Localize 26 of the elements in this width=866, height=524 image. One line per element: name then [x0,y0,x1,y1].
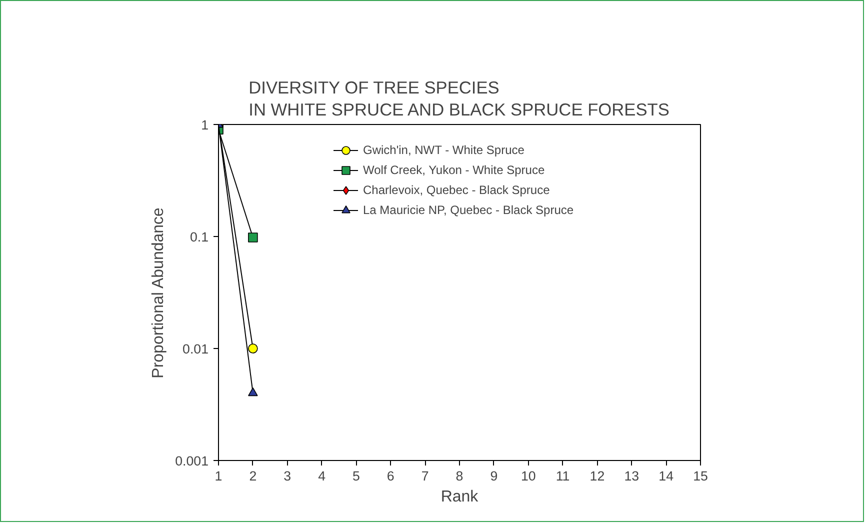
legend-label: La Mauricie NP, Quebec - Black Spruce [363,203,574,217]
x-tick-label: 10 [520,468,536,484]
x-tick-label: 1 [214,468,222,484]
legend-label: Wolf Creek, Yukon - White Spruce [363,163,545,177]
x-tick-label: 2 [249,468,257,484]
x-tick-label: 3 [284,468,292,484]
y-tick-label: 0.01 [182,342,209,356]
y-axis-title: Proportional Abundance [150,207,168,378]
y-tick-label: 1 [201,118,209,132]
x-tick-label: 12 [590,468,605,484]
x-tick-label: 8 [456,468,464,484]
x-tick-label: 13 [624,468,640,484]
y-tick-label: 0.1 [190,230,209,244]
x-tick-label: 7 [421,468,429,484]
x-tick-label: 6 [386,468,394,484]
chart-title: DIVERSITY OF TREE SPECIES IN WHITE SPRUCE AND BLACK SPRUCE FORESTS [248,78,670,120]
legend-label: Gwich'in, NWT - White Spruce [363,143,524,157]
x-tick-label: 5 [352,468,360,484]
x-axis-title: Rank [440,488,480,506]
x-tick-label: 9 [490,468,498,484]
y-tick-label: 0.001 [175,454,209,468]
legend-label: Charlevoix, Quebec - Black Spruce [363,183,550,197]
x-tick-label: 14 [658,468,674,484]
x-tick-label: 4 [318,468,326,484]
x-tick-label: 11 [556,468,570,484]
x-tick-label: 15 [693,468,708,484]
